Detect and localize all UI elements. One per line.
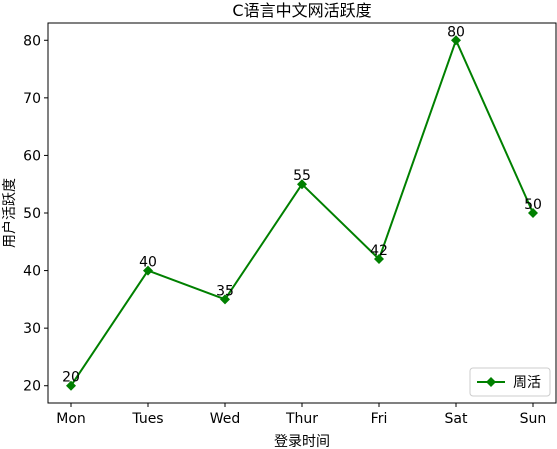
data-label: 20 <box>62 370 80 386</box>
data-point-marker <box>528 208 538 218</box>
legend-diamond-marker-icon <box>486 377 496 387</box>
y-tick-label: 30 <box>23 321 41 337</box>
plot-area-frame <box>47 22 557 404</box>
x-axis-label: 登录时间 <box>274 434 330 449</box>
y-axis-label: 用户活跃度 <box>1 178 18 248</box>
legend: 周活 <box>469 367 551 397</box>
data-label: 50 <box>524 197 542 213</box>
y-tick-label: 50 <box>23 206 41 222</box>
data-label: 42 <box>370 243 388 259</box>
data-label: 35 <box>216 283 234 299</box>
y-tick-label: 70 <box>23 91 41 107</box>
series-layer <box>66 35 538 391</box>
x-axis: Mon Tues Wed Thur Fri Sat Sun <box>56 403 546 427</box>
data-point-marker <box>374 254 384 265</box>
x-tick-label: Wed <box>210 411 241 427</box>
data-point-marker <box>143 265 153 276</box>
legend-label-weekly-active: 周活 <box>513 375 541 391</box>
data-label: 40 <box>139 255 157 271</box>
x-tick-label: Mon <box>56 411 86 427</box>
data-labels: 20 40 35 55 42 80 50 <box>62 24 542 385</box>
y-tick-label: 40 <box>23 264 41 280</box>
y-tick-label: 20 <box>23 379 41 395</box>
legend-box <box>469 367 551 397</box>
data-point-marker <box>220 294 230 305</box>
data-point-marker <box>66 380 76 391</box>
y-tick-label: 60 <box>23 148 41 164</box>
data-label: 80 <box>447 24 465 40</box>
data-point-marker <box>451 35 461 46</box>
data-label: 55 <box>293 168 311 184</box>
x-tick-label: Fri <box>371 411 388 427</box>
y-axis: 20 30 40 50 60 70 80 <box>23 33 48 395</box>
x-tick-label: Sat <box>445 411 468 427</box>
chart-title: C语言中文网活跃度 <box>232 1 371 20</box>
series-line <box>70 39 534 387</box>
x-tick-label: Thur <box>285 411 318 427</box>
data-point-marker <box>297 179 307 190</box>
y-tick-label: 80 <box>23 33 41 49</box>
x-tick-label: Sun <box>520 411 547 427</box>
x-tick-label: Tues <box>131 411 163 427</box>
